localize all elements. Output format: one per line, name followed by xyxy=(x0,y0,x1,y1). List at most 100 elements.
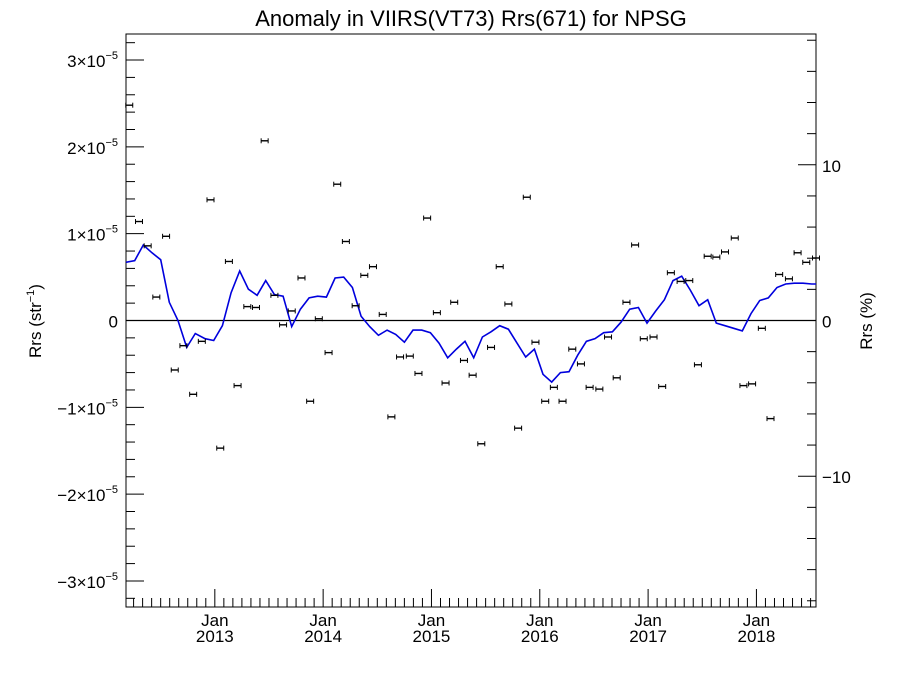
data-point xyxy=(152,294,161,300)
data-point xyxy=(541,398,550,404)
data-point xyxy=(514,425,523,431)
data-point xyxy=(685,278,694,284)
y-tick-mantissa: −1×10 xyxy=(57,399,105,418)
x-tick-year: 2017 xyxy=(629,627,667,646)
data-point xyxy=(712,254,721,260)
data-point xyxy=(549,384,558,390)
data-point xyxy=(622,299,631,305)
y-axis-label-text: Rrs (str−1) xyxy=(25,284,45,358)
data-point xyxy=(324,350,333,356)
data-point xyxy=(522,194,531,200)
data-point xyxy=(341,238,350,244)
data-point xyxy=(197,338,206,344)
data-point xyxy=(423,215,432,221)
y-tick-mantissa: −2×10 xyxy=(57,486,105,505)
data-point xyxy=(396,354,405,360)
data-point xyxy=(739,383,748,389)
data-point xyxy=(649,334,658,340)
data-point xyxy=(468,372,477,378)
data-point xyxy=(721,249,730,255)
data-point xyxy=(162,233,171,239)
data-point xyxy=(243,304,252,310)
data-point xyxy=(251,304,260,310)
data-point xyxy=(351,303,360,309)
data-point xyxy=(378,311,387,317)
y2-tick-label: −10 xyxy=(822,468,851,487)
y-tick-mantissa: 3×10 xyxy=(67,52,105,71)
data-point xyxy=(748,381,757,387)
data-point xyxy=(784,276,793,282)
data-point xyxy=(666,270,675,276)
y-axis-label-close: ) xyxy=(26,284,45,290)
y-tick-mantissa: 0 xyxy=(109,313,118,332)
data-point xyxy=(170,367,179,373)
x-tick-month: Jan xyxy=(526,611,553,630)
data-point xyxy=(125,102,134,108)
y-tick-exponent: −5 xyxy=(105,50,118,62)
data-point xyxy=(306,398,315,404)
data-point xyxy=(576,361,585,367)
data-point xyxy=(693,362,702,368)
data-point xyxy=(441,380,450,386)
data-point xyxy=(504,301,513,307)
x-tick-year: 2015 xyxy=(413,627,451,646)
data-point xyxy=(775,271,784,277)
data-point xyxy=(487,344,496,350)
y-tick-label: −2×10−5 xyxy=(57,484,118,505)
data-point xyxy=(730,235,739,241)
data-point xyxy=(595,386,604,392)
y-tick-label: −3×10−5 xyxy=(57,571,118,592)
data-point xyxy=(766,416,775,422)
data-point xyxy=(639,336,648,342)
smoothed-anomaly-line xyxy=(125,243,816,384)
data-point xyxy=(793,250,802,256)
data-point xyxy=(314,316,323,322)
x-tick-month: Jan xyxy=(309,611,336,630)
data-point xyxy=(143,243,152,249)
data-point xyxy=(360,272,369,278)
data-point xyxy=(270,292,279,298)
data-point xyxy=(134,219,143,225)
y2-axis-label-text: Rrs (%) xyxy=(857,292,876,350)
data-point xyxy=(333,181,342,187)
data-point xyxy=(297,275,306,281)
data-point xyxy=(612,375,621,381)
data-point xyxy=(189,391,198,397)
data-point xyxy=(531,339,540,345)
x-tick-year: 2013 xyxy=(196,627,234,646)
data-point xyxy=(206,197,215,203)
data-point xyxy=(558,398,567,404)
data-point xyxy=(631,242,640,248)
y-tick-exponent: −5 xyxy=(105,224,118,236)
y-tick-mantissa: −3×10 xyxy=(57,573,105,592)
data-point xyxy=(585,384,594,390)
data-point xyxy=(812,255,820,261)
y-tick-label: 1×10−5 xyxy=(67,224,118,245)
data-point xyxy=(477,441,486,447)
y-axis-label-main: Rrs (str xyxy=(26,302,45,358)
x-tick-year: 2018 xyxy=(738,627,776,646)
data-point xyxy=(368,264,377,270)
y-axis-label-exponent: −1 xyxy=(25,290,37,303)
data-point xyxy=(179,343,188,349)
data-point xyxy=(216,445,225,451)
y-tick-label: 3×10−5 xyxy=(67,50,118,71)
data-point xyxy=(802,259,811,265)
y2-axis-label: Rrs (%) xyxy=(857,292,876,350)
chart-title: Anomaly in VIIRS(VT73) Rrs(671) for NPSG xyxy=(255,6,687,31)
y-tick-exponent: −5 xyxy=(105,137,118,149)
data-point xyxy=(287,308,296,314)
data-point xyxy=(703,253,712,259)
x-tick-month: Jan xyxy=(418,611,445,630)
data-point xyxy=(233,383,242,389)
data-point xyxy=(450,299,459,305)
data-point xyxy=(224,258,233,264)
x-tick-month: Jan xyxy=(634,611,661,630)
y-tick-mantissa: 1×10 xyxy=(67,226,105,245)
y-tick-exponent: −5 xyxy=(105,397,118,409)
x-tick-month: Jan xyxy=(743,611,770,630)
y2-tick-label: 10 xyxy=(822,157,841,176)
data-point xyxy=(260,138,269,144)
y-axis-label: Rrs (str−1) xyxy=(25,284,45,358)
